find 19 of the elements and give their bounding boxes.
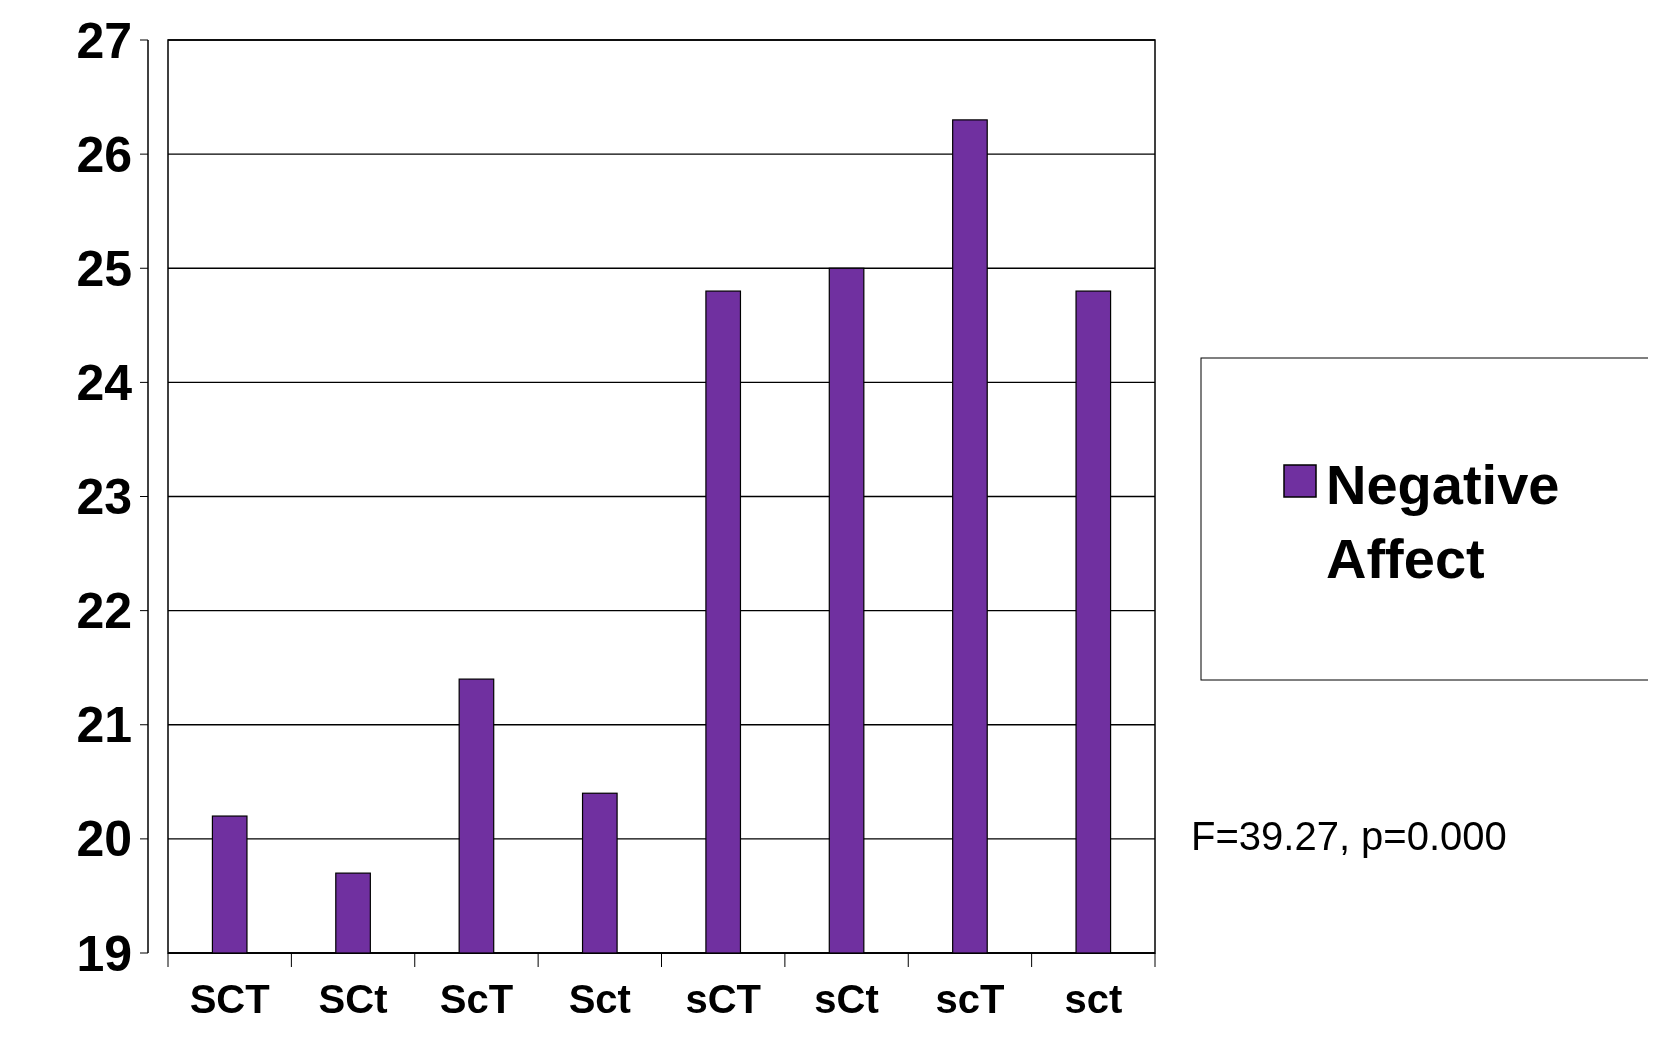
y-tick-label: 21	[76, 697, 132, 754]
x-tick-label: SCt	[318, 977, 388, 1021]
x-tick-label: sct	[1064, 977, 1123, 1021]
y-tick-label: 24	[76, 354, 133, 411]
text: F=39.27, p=0.000	[1191, 814, 1507, 858]
y-tick-label: 26	[76, 126, 132, 183]
y-tick-label: 19	[76, 925, 132, 982]
x-tick-label: scT	[935, 977, 1005, 1021]
y-tick-label: 23	[76, 469, 132, 525]
x-tick-label: sCt	[814, 977, 879, 1021]
x-tick-label: sCT	[685, 977, 761, 1021]
legend-label: Negative Affect	[1326, 452, 1561, 592]
x-tick-label: SCT	[189, 977, 270, 1021]
y-tick-label: 25	[76, 240, 132, 297]
y-tick-label: 20	[76, 811, 132, 868]
y-tick-label: 27	[76, 12, 132, 69]
y-tick-label: 22	[76, 583, 132, 640]
x-tick-label: ScT	[439, 977, 514, 1021]
x-tick-label: Sct	[568, 977, 631, 1021]
